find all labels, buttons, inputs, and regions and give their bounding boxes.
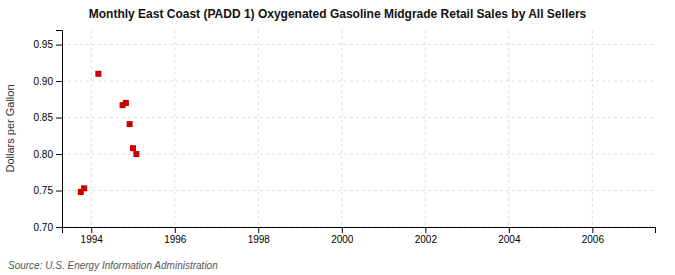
plot: 1994 1996 1998 2000 2002 2004 2006 0.70 0.75 0.80… — [34, 30, 656, 245]
tick-mark — [56, 45, 62, 46]
tick-label: 0.70 — [34, 222, 54, 233]
tick-label: 1994 — [81, 234, 104, 245]
axis-line — [63, 228, 656, 234]
tick: 2000 — [331, 227, 354, 245]
title: Monthly East Coast (PADD 1) Oxygenated G… — [89, 7, 587, 21]
tick: 0.90 — [34, 76, 62, 87]
tick-label: 0.85 — [34, 112, 54, 123]
tick-label: 2000 — [331, 234, 354, 245]
tick: 2004 — [498, 227, 521, 245]
point — [81, 185, 87, 191]
tick-mark — [56, 191, 62, 192]
tick: 0.85 — [34, 112, 62, 123]
tick-mark — [592, 227, 593, 233]
tick-mark — [56, 154, 62, 155]
tick: 0.80 — [34, 149, 62, 160]
grid-line — [258, 30, 259, 227]
point — [127, 121, 133, 127]
grid-line — [91, 30, 92, 227]
tick-mark — [258, 227, 259, 233]
annotation: Source: U.S. Energy Information Administ… — [8, 260, 218, 271]
grid-line — [174, 30, 175, 227]
tick-label: 2004 — [498, 234, 521, 245]
tick-label: 1996 — [164, 234, 187, 245]
tick-mark — [91, 227, 92, 233]
grid — [62, 30, 655, 227]
tick-label: 0.95 — [34, 39, 54, 50]
grid-line — [508, 30, 509, 227]
grid-line — [62, 190, 655, 191]
grid-line — [425, 30, 426, 227]
tick-label: 2002 — [415, 234, 438, 245]
point — [133, 151, 139, 157]
grid-line — [341, 30, 342, 227]
y-axis-label: Dollars per Gallon — [4, 84, 16, 172]
tick: 0.70 — [34, 222, 62, 233]
tick: 1998 — [248, 227, 271, 245]
x-axis: 1994 1996 1998 2000 2002 2004 2006 — [63, 227, 656, 245]
grid-line — [62, 117, 655, 118]
y-axis: 0.70 0.75 0.80 0.85 0.90 0.95 — [34, 31, 63, 233]
grid-line — [62, 81, 655, 82]
tick-mark — [56, 227, 62, 228]
grid-line — [592, 30, 593, 227]
grid-line — [62, 44, 655, 45]
points — [78, 71, 140, 195]
tick-label: 1998 — [248, 234, 271, 245]
tick-label: 0.75 — [34, 185, 54, 196]
tick: 2002 — [415, 227, 438, 245]
chart: 1994 1996 1998 2000 2002 2004 2006 0.70 0.75 0.80… — [0, 0, 675, 275]
tick-mark — [342, 227, 343, 233]
tick: 0.75 — [34, 185, 62, 196]
point — [123, 100, 129, 106]
tick-mark — [56, 118, 62, 119]
tick-label: 2006 — [582, 234, 605, 245]
tick-label: 0.80 — [34, 149, 54, 160]
tick: 2006 — [582, 227, 605, 245]
tick: 0.95 — [34, 39, 62, 50]
tick-mark — [425, 227, 426, 233]
tick-label: 0.90 — [34, 76, 54, 87]
axis-line — [56, 31, 63, 228]
tick-mark — [56, 81, 62, 82]
point — [95, 71, 101, 77]
grid-line — [62, 154, 655, 155]
tick-mark — [509, 227, 510, 233]
tick-mark — [175, 227, 176, 233]
tick: 1996 — [164, 227, 187, 245]
point — [130, 145, 136, 151]
tick: 1994 — [81, 227, 104, 245]
